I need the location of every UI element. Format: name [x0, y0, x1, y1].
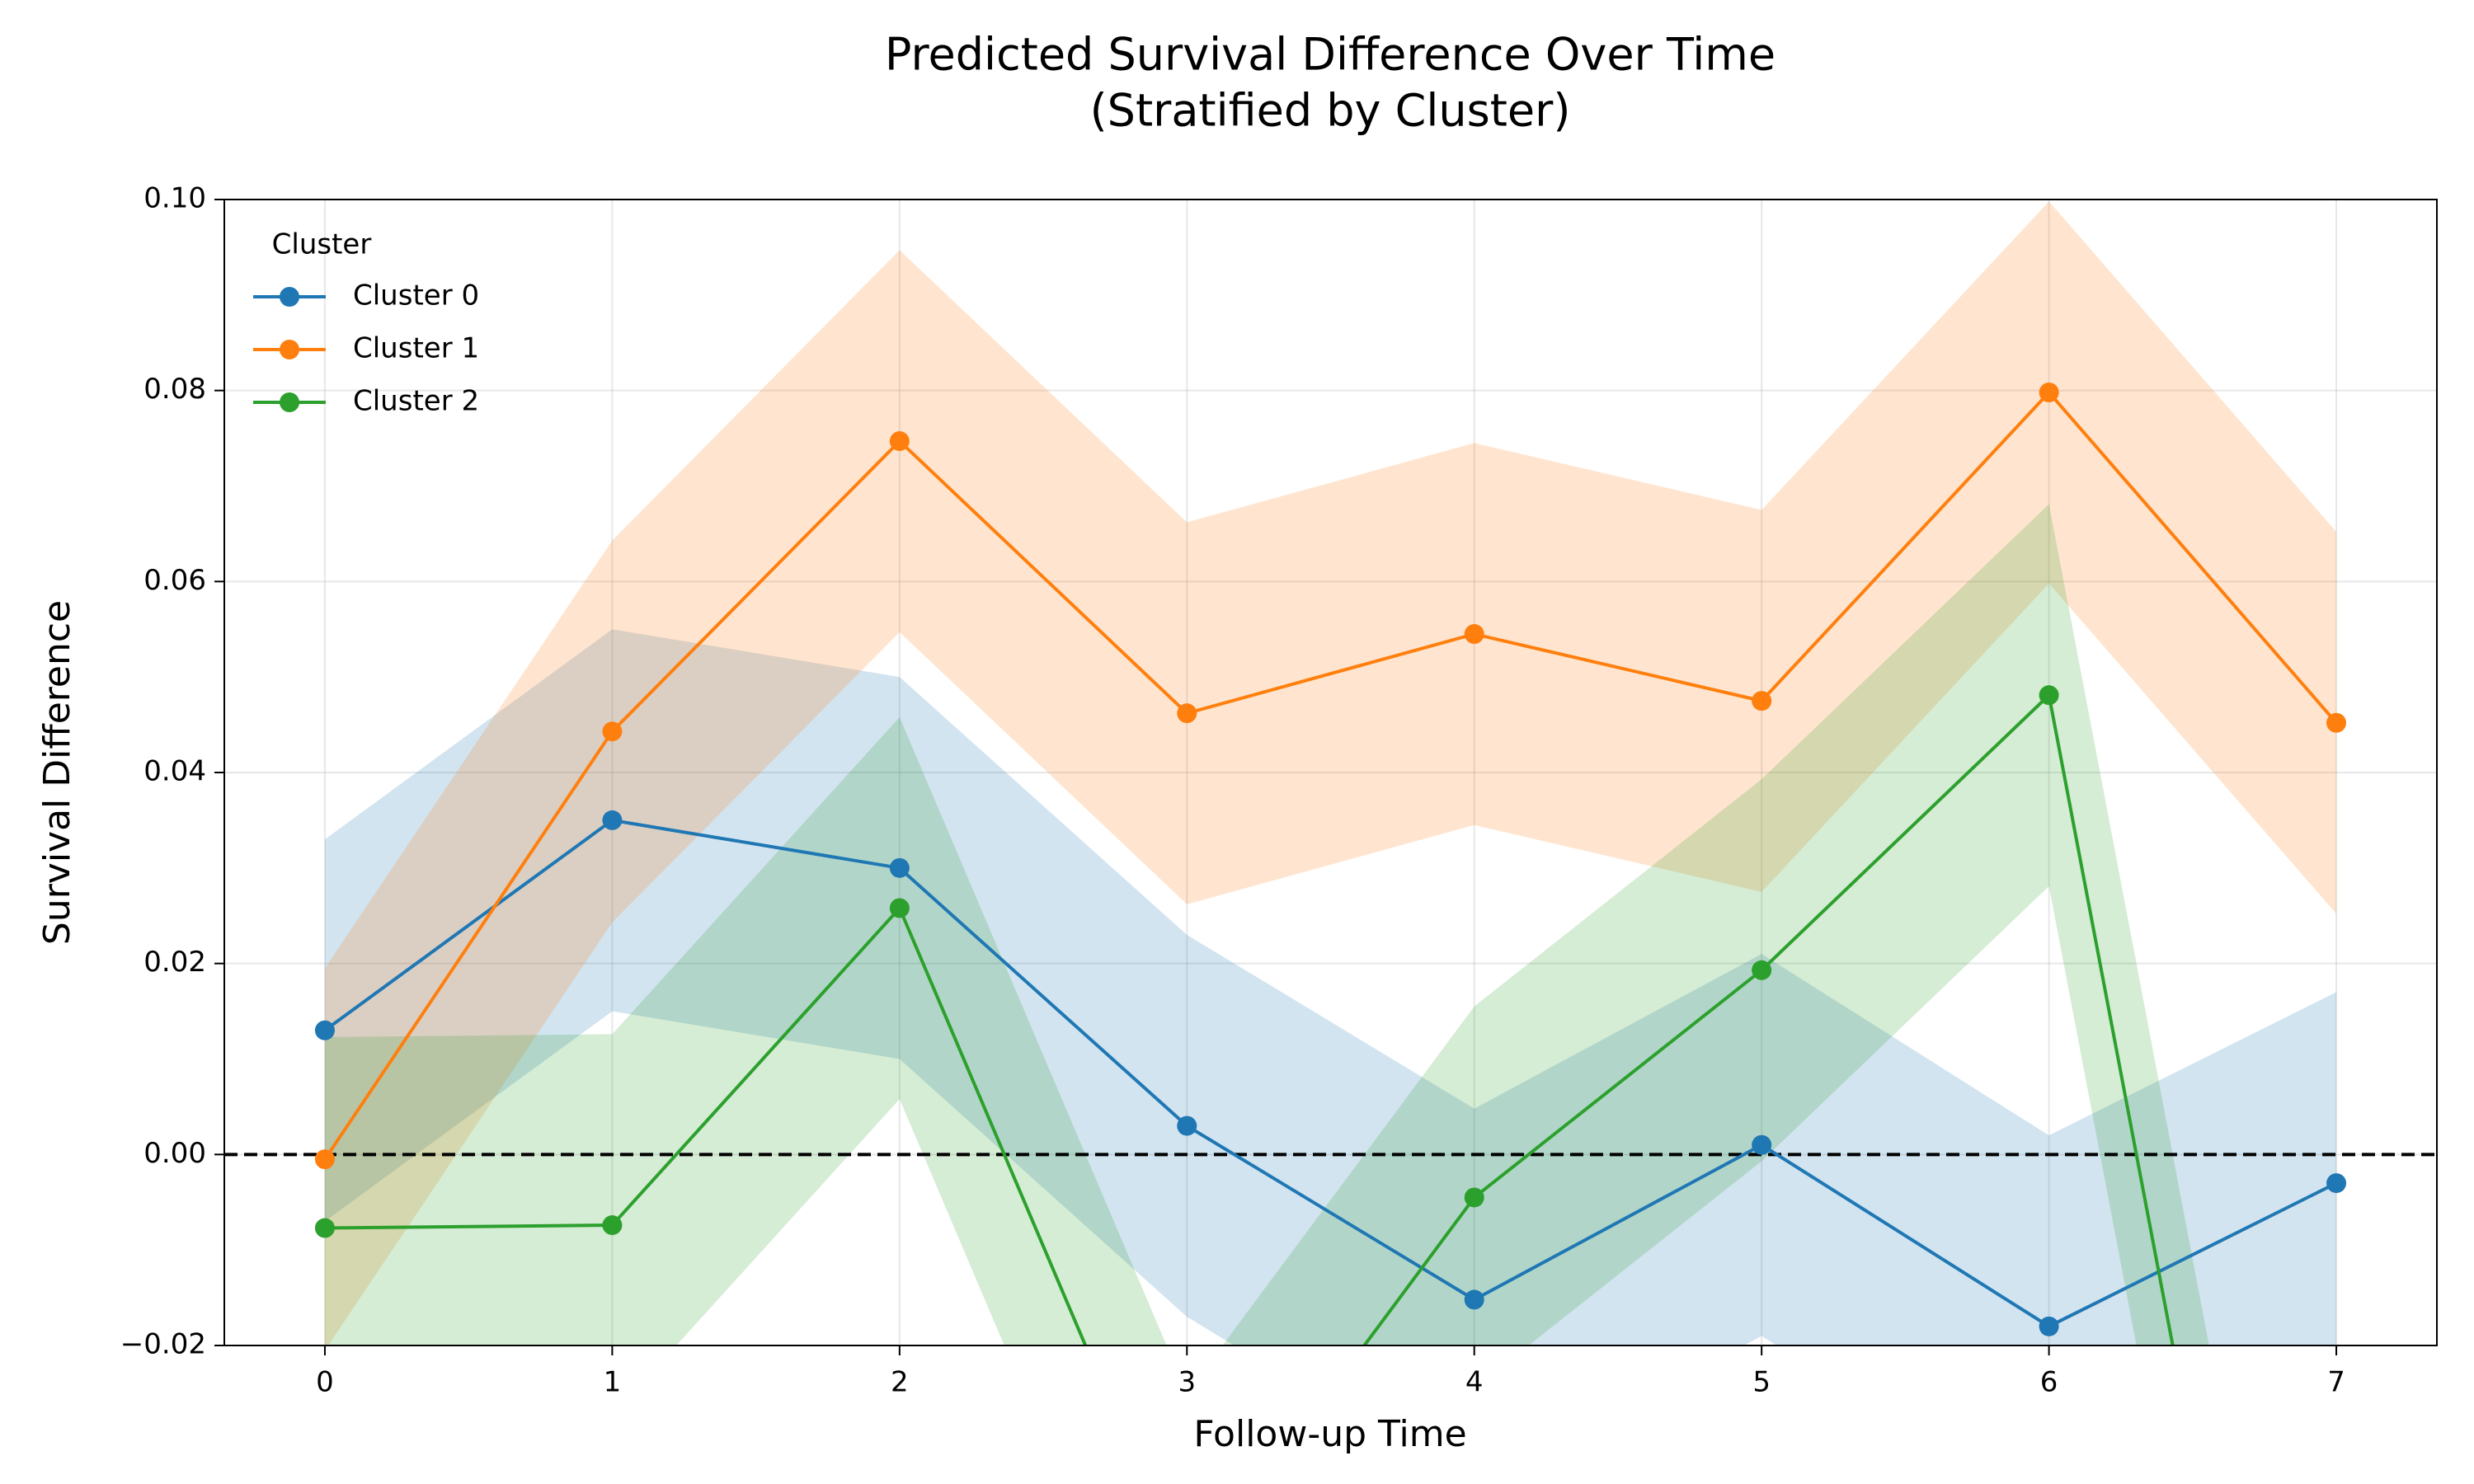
legend-label: Cluster 1	[353, 332, 479, 365]
marker	[2326, 1173, 2347, 1194]
marker	[889, 857, 910, 878]
y-tick-label: 0.02	[143, 946, 206, 979]
x-tick-label: 1	[604, 1366, 622, 1399]
y-tick-label: 0.06	[143, 564, 206, 597]
legend-marker	[280, 392, 299, 412]
marker	[602, 721, 623, 742]
confidence-band	[324, 629, 2337, 1345]
x-tick-label: 7	[2327, 1366, 2345, 1399]
marker	[2326, 712, 2347, 733]
confidence-band	[324, 504, 2209, 1345]
chart-subtitle: (Stratified by Cluster)	[1090, 85, 1571, 137]
marker	[1752, 960, 1772, 980]
marker	[1464, 624, 1484, 645]
marker	[1752, 691, 1772, 711]
marker	[2039, 1316, 2059, 1336]
legend-label: Cluster 2	[353, 385, 479, 418]
marker	[314, 1020, 335, 1040]
x-axis-label: Follow-up Time	[1193, 1413, 1466, 1455]
series-line	[323, 818, 2337, 1329]
x-tick-label: 6	[2040, 1366, 2058, 1399]
marker	[1177, 703, 1197, 724]
marker	[889, 898, 910, 918]
x-tick-label: 0	[316, 1366, 334, 1399]
x-tick-label: 5	[1752, 1366, 1771, 1399]
marker	[2039, 382, 2059, 402]
legend-marker	[280, 287, 299, 307]
marker	[889, 431, 910, 452]
marker	[602, 810, 623, 830]
y-tick-label: 0.00	[143, 1137, 206, 1170]
legend-label: Cluster 0	[353, 279, 479, 312]
chart-title: Predicted Survival Difference Over Time	[885, 29, 1776, 81]
y-tick-label: 0.08	[143, 373, 206, 406]
marker	[2039, 685, 2059, 706]
marker	[602, 1215, 623, 1236]
legend-marker	[280, 340, 299, 359]
series-line	[323, 389, 2338, 1161]
marker	[1177, 1115, 1197, 1136]
marker	[1464, 1187, 1484, 1208]
legend: Cluster Cluster 0 Cluster 1 Cluster 2	[253, 228, 479, 418]
x-tick-label: 3	[1178, 1366, 1196, 1399]
confidence-band	[324, 201, 2337, 1345]
plot-frame	[223, 199, 2438, 1346]
y-tick-label: 0.10	[143, 182, 206, 215]
marker	[1464, 1289, 1484, 1310]
marker	[314, 1218, 335, 1238]
x-tick-label: 2	[891, 1366, 909, 1399]
plot-area	[224, 201, 2437, 1345]
y-tick-label: 0.04	[143, 755, 206, 788]
axes: −0.02 0.00 0.02 0.04 0.06 0.08 0.10 0 1 2 3 4 5 6 7	[120, 182, 2438, 1399]
y-axis-label: Survival Difference	[36, 600, 78, 945]
y-tick-label: −0.02	[120, 1328, 206, 1361]
series-line	[324, 692, 2175, 1345]
marker	[314, 1149, 335, 1170]
marker	[1752, 1134, 1772, 1155]
x-tick-label: 4	[1465, 1366, 1484, 1399]
legend-title: Cluster	[272, 228, 372, 261]
